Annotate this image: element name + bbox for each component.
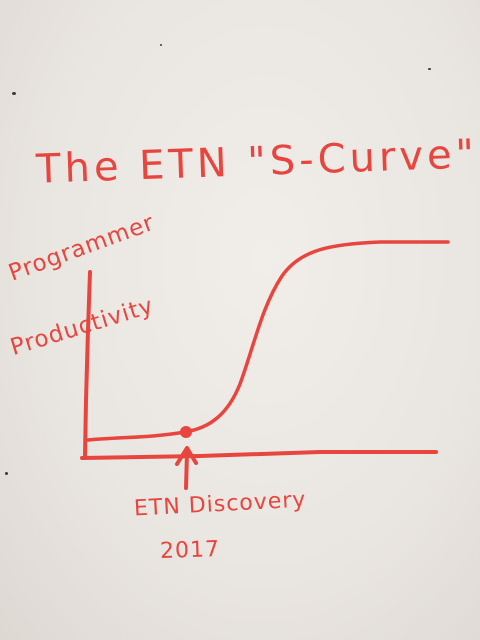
- annotation-year: 2017: [159, 536, 221, 565]
- discovery-point: [180, 426, 192, 438]
- arrow-shaft: [184, 450, 189, 490]
- board-speck: [5, 472, 8, 475]
- y-axis-line: [83, 270, 92, 458]
- board-speck: [12, 92, 16, 95]
- arrow-head: [175, 446, 198, 466]
- x-axis-line: [80, 450, 438, 460]
- s-curve-line: [86, 240, 450, 442]
- board-speck: [160, 44, 162, 46]
- board-speck: [428, 68, 431, 70]
